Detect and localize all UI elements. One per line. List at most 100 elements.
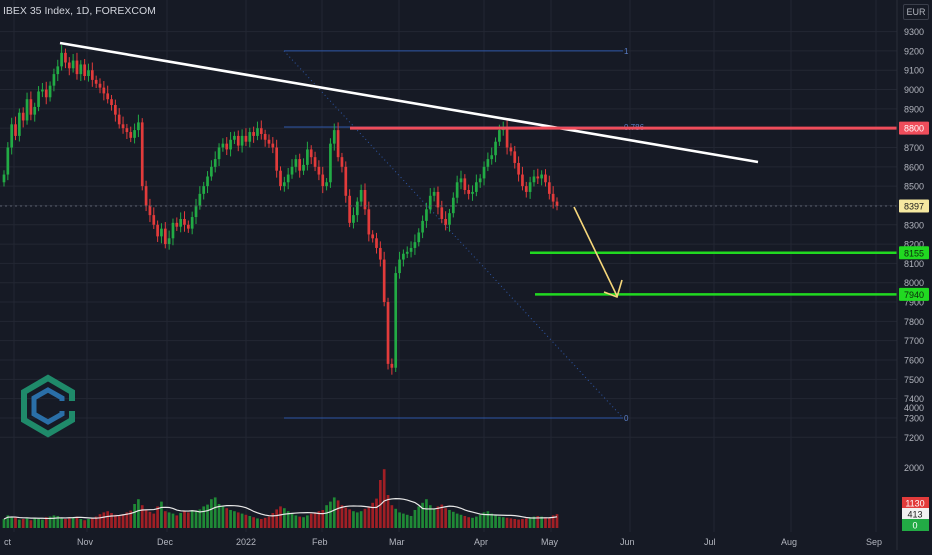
candle-body [471, 191, 474, 194]
brand-logo-icon [21, 374, 77, 438]
candle-body [21, 112, 25, 121]
candle-body [555, 201, 559, 207]
volume-bar [137, 499, 140, 528]
candle-body [44, 89, 48, 98]
volume-bar [290, 513, 294, 528]
volume-bar [37, 519, 40, 528]
price-tick-label: 7400 [904, 394, 924, 404]
volume-bar [375, 498, 378, 528]
candle-body [498, 130, 501, 142]
volume-bar [117, 515, 121, 528]
volume-bar [71, 517, 75, 528]
volume-bar [444, 508, 447, 528]
volume-bar [106, 511, 110, 528]
volume-bar [282, 508, 286, 528]
time-axis[interactable]: ct Nov Dec 2022 Feb Mar Apr May Jun Jul Aug Sep [4, 537, 882, 547]
volume-bar [286, 511, 290, 528]
volume-bar [532, 516, 536, 528]
volume-bar [451, 511, 455, 528]
volume-bar [213, 497, 217, 528]
candle-body [521, 174, 524, 187]
candle-body [363, 190, 367, 210]
candle-body [325, 182, 328, 187]
volume-ma-line [3, 497, 558, 520]
candle-body [528, 182, 532, 192]
volume-bar [321, 510, 325, 528]
drawn-lines [0, 41, 897, 299]
candle-body [186, 224, 190, 229]
volume-bar [221, 506, 225, 528]
volume-bar [87, 519, 90, 528]
volume-bar [459, 514, 463, 528]
price-tick-label: 7900 [904, 298, 924, 308]
volume-bar [125, 512, 129, 528]
volume-bar [298, 516, 302, 528]
symbol-title[interactable]: IBEX 35 Index, 1D, FOREXCOM [3, 5, 156, 17]
candle-body [551, 193, 555, 202]
volume-bar [183, 511, 186, 528]
volume-up-tag-bg [902, 519, 929, 531]
volume-bar [494, 515, 497, 528]
price-tick-label: 8600 [904, 162, 924, 172]
volume-ma-tag-bg [902, 508, 929, 520]
candle-body [267, 139, 271, 144]
volume-bar [160, 501, 163, 528]
candle-body [455, 182, 459, 198]
candle-body [451, 197, 455, 214]
volume-bar [313, 512, 317, 528]
volume-bar [471, 517, 474, 528]
volume-bar [18, 519, 21, 528]
volume-bar [405, 514, 409, 528]
candle-body [417, 232, 421, 243]
candle-body [505, 128, 509, 148]
volume-bar [394, 508, 398, 528]
candle-body [536, 176, 540, 179]
volume-bar [6, 515, 10, 528]
volume-bar [271, 513, 275, 528]
volume-bar [478, 514, 482, 528]
volume-bar [144, 509, 148, 528]
fib-level-label: 1 [624, 47, 629, 56]
candle-body [33, 106, 37, 115]
volume-bar [256, 518, 259, 528]
time-tick-label: Feb [312, 537, 328, 547]
volume-tick-label: 4000 [904, 403, 924, 413]
candle-body [509, 147, 513, 152]
candle-body [444, 218, 447, 225]
price-tick-label: 8700 [904, 143, 924, 153]
volume-down-tag: 1130 [905, 499, 924, 509]
volume-bar [332, 497, 336, 528]
volume-bar [455, 513, 459, 528]
volume-bar [521, 519, 524, 528]
price-tick-label: 8300 [904, 220, 924, 230]
time-tick-label: Sep [866, 537, 882, 547]
volume-bar [309, 513, 313, 528]
volume-bar [463, 516, 467, 528]
price-tick-label: 8900 [904, 104, 924, 114]
volume-bar [206, 504, 209, 528]
price-tick-label: 7700 [904, 336, 924, 346]
candle-body [106, 93, 110, 100]
volume-bar [102, 512, 106, 528]
currency-badge[interactable]: EUR [903, 4, 929, 20]
candle-body [448, 213, 451, 225]
volume-bar [551, 515, 555, 528]
candle-body [375, 238, 378, 248]
volume-bar [152, 513, 156, 528]
volume-bar [10, 516, 14, 528]
candle-body [110, 99, 113, 105]
candle-body [202, 186, 206, 194]
volume-bar [21, 519, 25, 528]
candle-body [206, 176, 209, 187]
support-2-price-tag: 7940 [904, 290, 924, 300]
candle-body [394, 273, 398, 368]
candles [2, 45, 559, 375]
volume-bar [217, 504, 221, 528]
candle-body [348, 195, 351, 223]
volume-bar [29, 520, 33, 528]
candle-body [390, 363, 394, 368]
volume-tick-label: 2000 [904, 463, 924, 473]
resistance-price-tag-bg [899, 121, 929, 135]
